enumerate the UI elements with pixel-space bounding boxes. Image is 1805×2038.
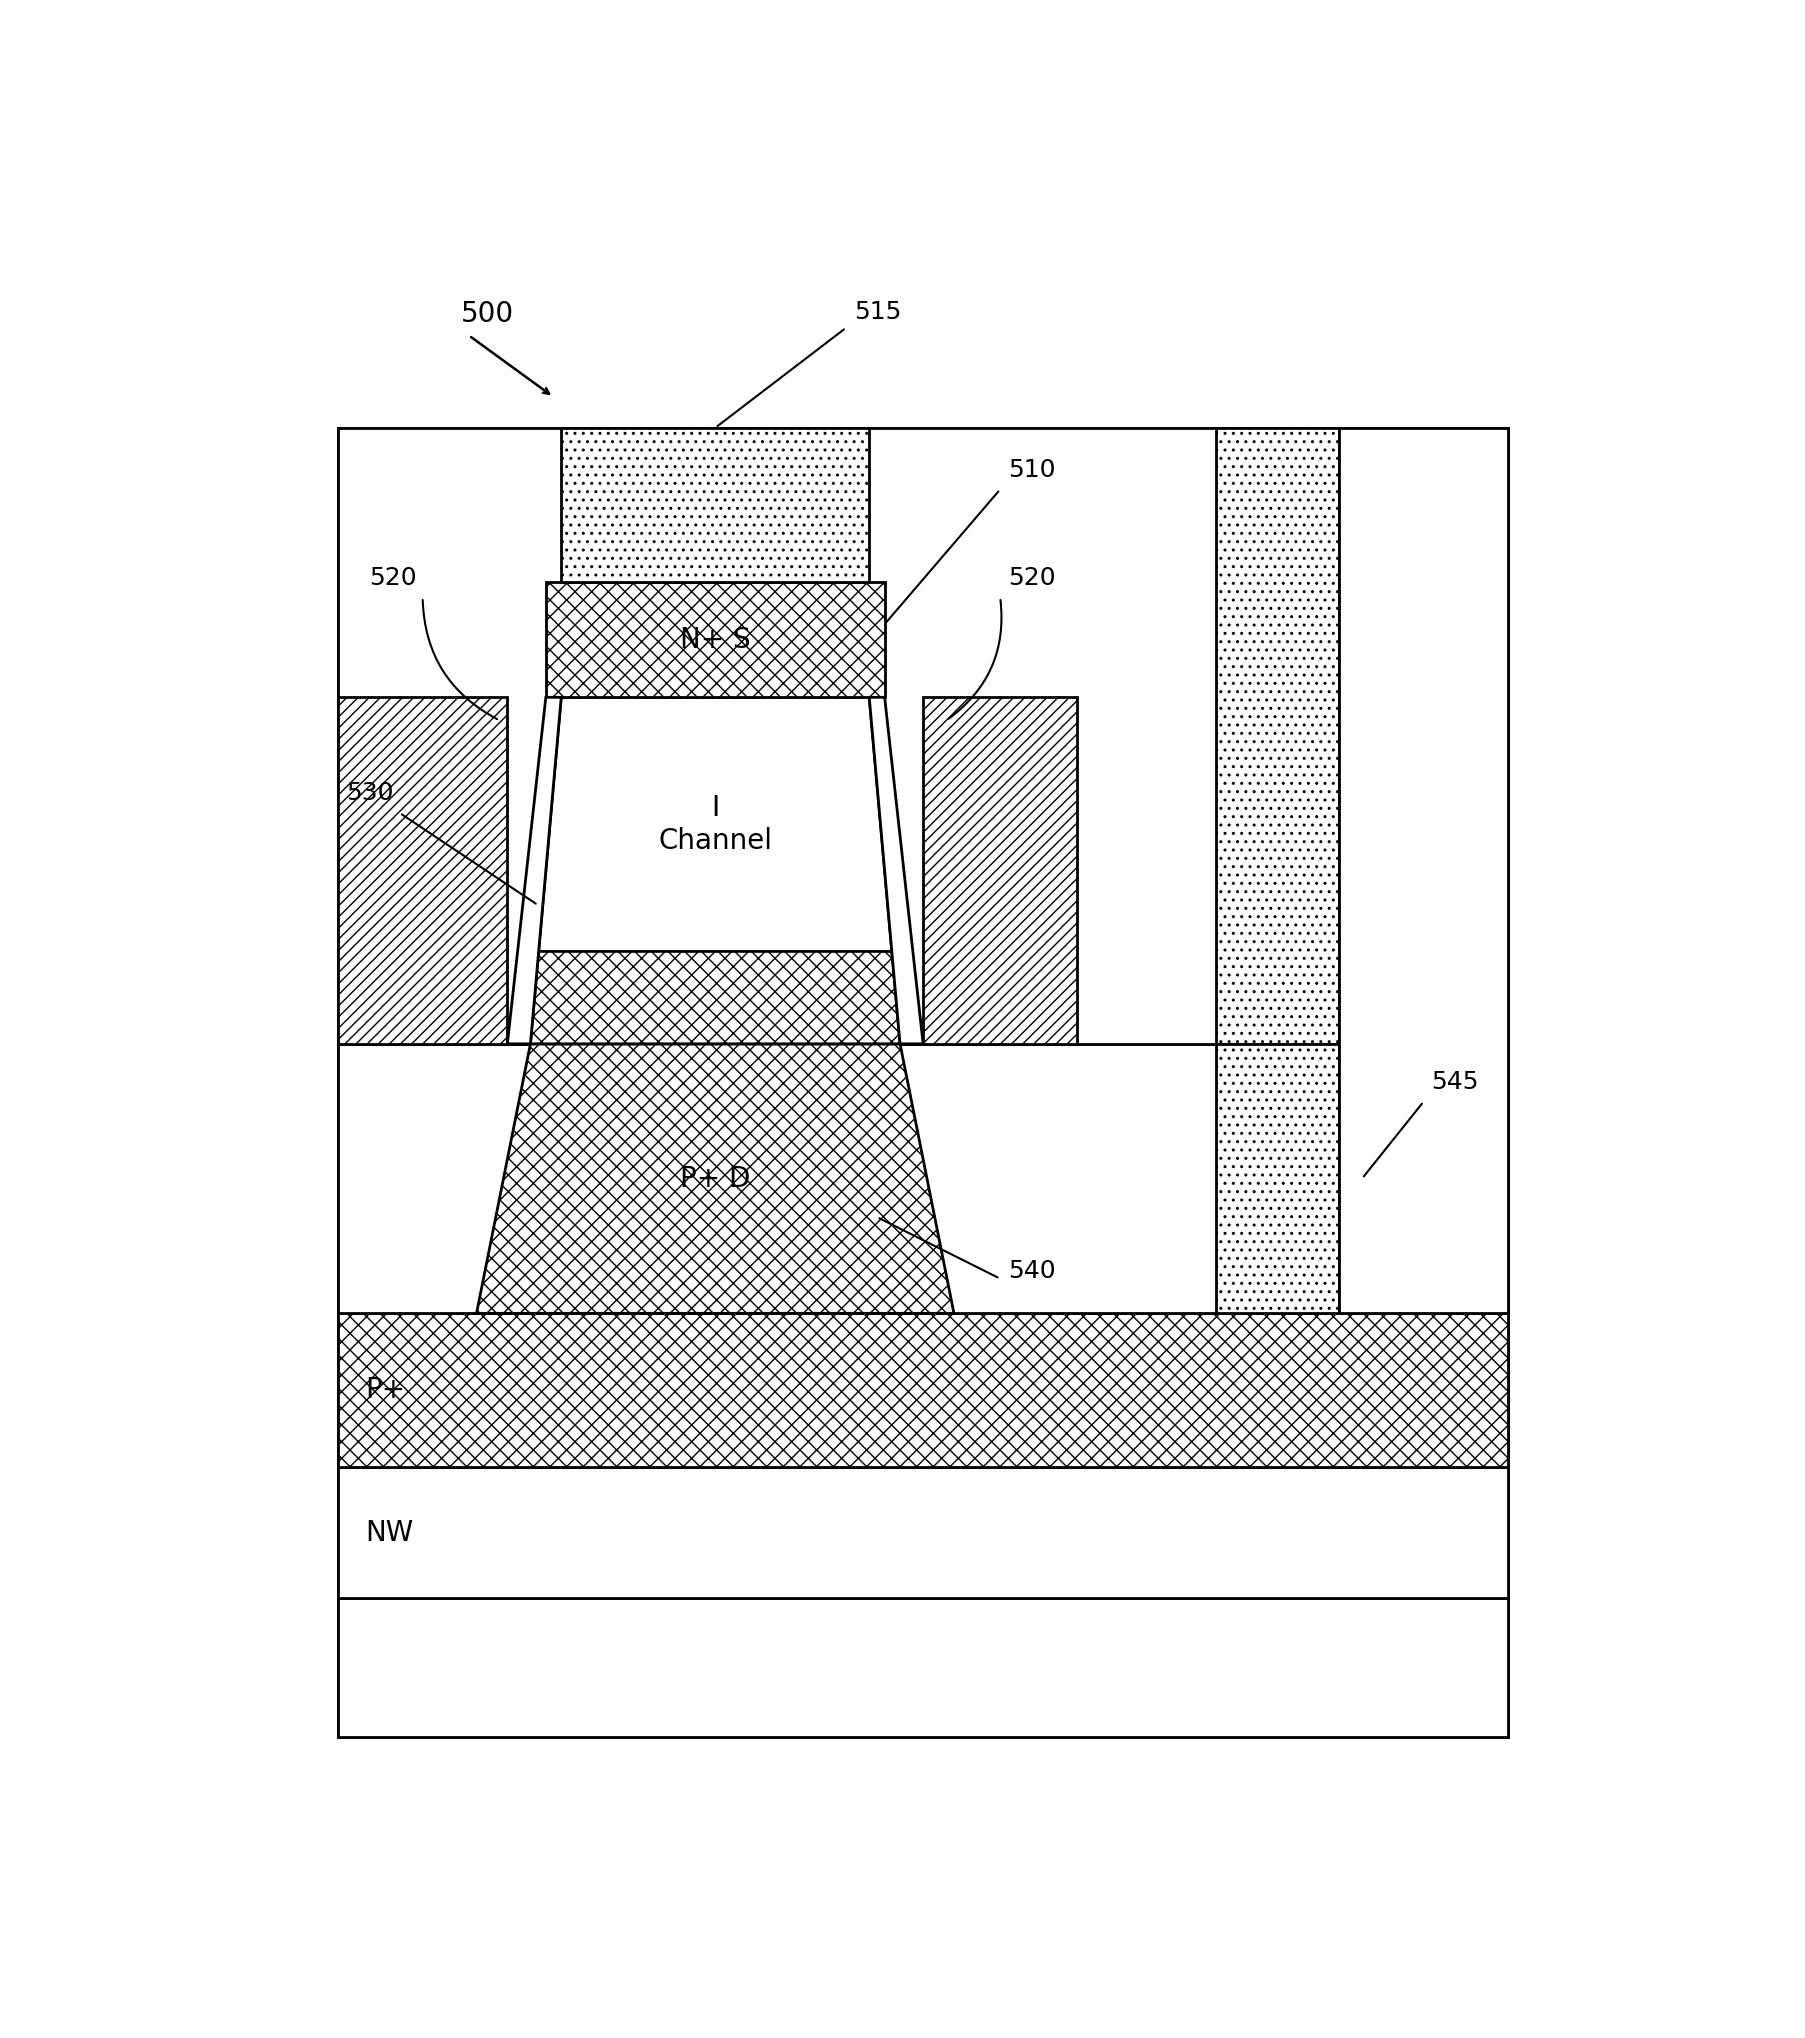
Text: P+: P+: [365, 1376, 404, 1404]
Text: 530: 530: [345, 781, 393, 805]
Text: NW: NW: [365, 1518, 413, 1547]
Polygon shape: [477, 1043, 953, 1312]
Bar: [545, 581, 884, 697]
Polygon shape: [507, 697, 561, 1043]
Text: 520: 520: [1007, 565, 1056, 589]
Bar: [338, 1467, 1509, 1598]
Bar: [338, 1043, 1509, 1312]
Text: 520: 520: [368, 565, 417, 589]
Bar: [922, 697, 1078, 1043]
Bar: [1217, 1043, 1339, 1312]
Polygon shape: [531, 697, 901, 1043]
Polygon shape: [870, 697, 922, 1043]
Bar: [338, 428, 1509, 1043]
Text: 540: 540: [1007, 1259, 1056, 1284]
Bar: [338, 428, 1509, 1736]
Polygon shape: [531, 952, 901, 1043]
Bar: [338, 1598, 1509, 1736]
Text: I
Channel: I Channel: [659, 795, 773, 854]
Text: 545: 545: [1431, 1070, 1478, 1094]
Bar: [561, 428, 870, 581]
Text: P+ D: P+ D: [680, 1164, 751, 1192]
Text: N+ S: N+ S: [680, 626, 751, 654]
Bar: [1217, 428, 1339, 1043]
Bar: [1339, 428, 1509, 1312]
Bar: [338, 697, 507, 1043]
Text: 515: 515: [854, 300, 901, 324]
Text: 500: 500: [460, 300, 514, 328]
Bar: [338, 1312, 1509, 1467]
Text: 510: 510: [1007, 459, 1056, 481]
